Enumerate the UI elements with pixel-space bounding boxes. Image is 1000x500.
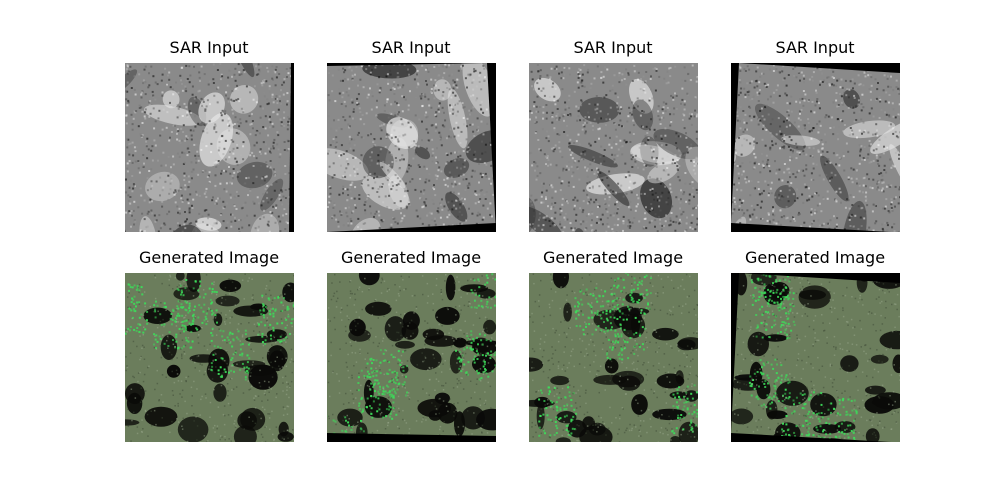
sar-input-image-3 — [529, 63, 698, 232]
sar-image-3 — [529, 63, 698, 232]
sar-image-2 — [327, 63, 496, 232]
generated-image-3-canvas — [529, 273, 698, 442]
panel-title-sar-1: SAR Input — [169, 38, 249, 57]
panel-title-generated-4: Generated Image — [744, 248, 886, 267]
generated-image-2 — [327, 273, 496, 442]
panel-title-sar-2: SAR Input — [371, 38, 451, 57]
panel-title-generated-2: Generated Image — [340, 248, 482, 267]
panel-title-generated-1: Generated Image — [138, 248, 280, 267]
generated-image-3 — [529, 273, 698, 442]
sar-input-image-4 — [731, 63, 900, 232]
sar-input-image-1 — [125, 63, 294, 232]
panel-title-sar-3: SAR Input — [573, 38, 653, 57]
generated-image-1-canvas — [125, 273, 294, 442]
panel-title-sar-4: SAR Input — [775, 38, 855, 57]
generated-image-1 — [125, 273, 294, 442]
sar-input-image-2 — [327, 63, 496, 232]
generated-image-4-canvas — [731, 273, 900, 442]
generated-image-4 — [731, 273, 900, 442]
generated-image-2-canvas — [327, 273, 496, 442]
sar-image-4 — [731, 63, 900, 232]
panel-title-generated-3: Generated Image — [542, 248, 684, 267]
sar-image-1 — [125, 63, 294, 232]
